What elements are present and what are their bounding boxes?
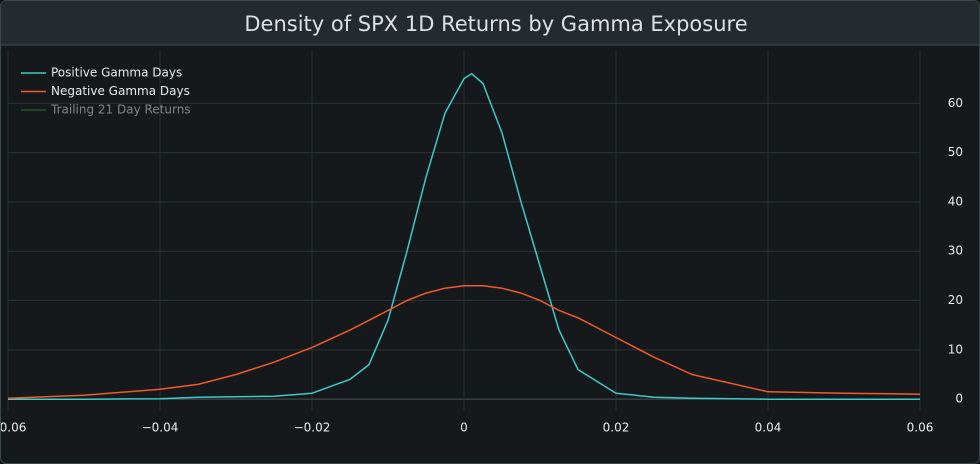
y-tick-label: 60 [948,96,963,110]
x-tick-label: 0 [460,421,468,435]
x-tick-label: −0.06 [1,421,26,435]
y-tick-label: 50 [948,145,963,159]
y-tick-label: 40 [948,194,963,208]
x-tick-label: 0.02 [603,421,630,435]
chart-title: Density of SPX 1D Returns by Gamma Expos… [244,12,747,36]
series-line [8,72,920,400]
series-line [7,284,921,399]
x-tick-label: −0.04 [142,421,179,435]
grid: 0 10 20 30 40 50 60 −0.06 −0.04 −0.02 0 0.02 0.04 0.0… [1,51,963,435]
y-tick-label: 0 [955,392,963,406]
x-tick-label: −0.02 [294,421,331,435]
legend-label[interactable]: Trailing 21 Day Returns [50,103,191,117]
y-tick-label: 30 [948,244,963,258]
y-tick-label: 10 [948,342,963,356]
legend: Positive Gamma Days Negative Gamma Days Tr… [21,66,191,117]
legend-label[interactable]: Negative Gamma Days [51,84,190,98]
x-tick-label: 0.04 [755,421,782,435]
title-bar [1,1,979,45]
plot-area [7,72,921,400]
y-tick-label: 20 [948,293,963,307]
legend-label[interactable]: Positive Gamma Days [51,66,182,80]
x-tick-label: 0.06 [907,421,934,435]
